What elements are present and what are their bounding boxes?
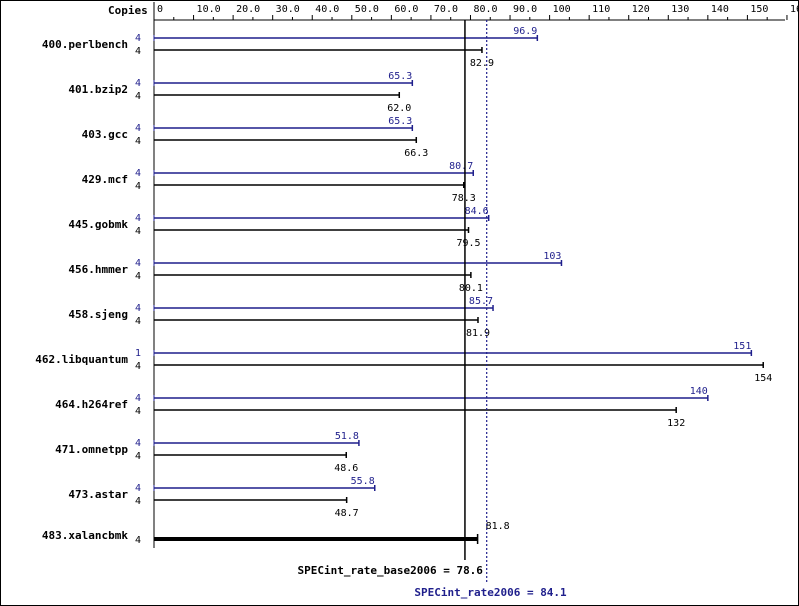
tick-label: 120 [632, 4, 650, 15]
base-value-label: 62.0 [387, 103, 411, 114]
base-copies: 4 [135, 226, 141, 237]
benchmark-row: 471.omnetpp 4 51.8 4 48.6 [55, 431, 360, 474]
benchmark-name: 473.astar [68, 488, 128, 501]
peak-value-label: 80.7 [449, 161, 473, 172]
benchmark-row: 429.mcf 4 80.7 4 78.3 [82, 161, 476, 204]
peak-copies: 4 [135, 213, 141, 224]
tick-label: 80.0 [473, 4, 497, 15]
peak-value-label: 96.9 [513, 26, 537, 37]
benchmark-row: 458.sjeng 4 85.7 4 81.9 [68, 296, 494, 339]
base-copies: 4 [135, 451, 141, 462]
base-copies: 4 [135, 136, 141, 147]
peak-copies: 4 [135, 303, 141, 314]
benchmark-name: 456.hmmer [68, 263, 128, 276]
peak-copies: 4 [135, 168, 141, 179]
peak-copies: 4 [135, 483, 141, 494]
base-value-label: 81.9 [466, 328, 490, 339]
peak-value-label: 140 [690, 386, 708, 397]
tick-label: 90.0 [513, 4, 537, 15]
base-copies: 4 [135, 316, 141, 327]
base-copies: 4 [135, 406, 141, 417]
benchmark-row: 473.astar 4 55.8 4 48.7 [68, 476, 376, 519]
axis-ticks: 0 10.0 20.0 30.0 40.0 50.0 60.0 70.0 80.0 90.0 100… [153, 4, 799, 20]
tick-label: 0 [157, 4, 163, 15]
base-value-label: 81.8 [486, 521, 510, 532]
base-copies: 4 [135, 271, 141, 282]
benchmark-name: 429.mcf [82, 173, 128, 186]
base-copies: 4 [135, 496, 141, 507]
benchmark-name: 445.gobmk [68, 218, 128, 231]
peak-summary-label: SPECint_rate2006 = 84.1 [414, 586, 567, 599]
peak-value-label: 151 [733, 341, 751, 352]
base-copies: 4 [135, 91, 141, 102]
peak-copies: 4 [135, 123, 141, 134]
peak-value-label: 84.6 [465, 206, 489, 217]
tick-label: 140 [711, 4, 729, 15]
peak-copies: 4 [135, 258, 141, 269]
tick-label: 30.0 [276, 4, 300, 15]
benchmark-name: 403.gcc [82, 128, 128, 141]
peak-value-label: 65.3 [388, 71, 412, 82]
benchmark-row: 456.hmmer 4 103 4 80.1 [68, 251, 563, 294]
peak-value-label: 51.8 [335, 431, 359, 442]
tick-label: 130 [671, 4, 689, 15]
benchmark-name: 464.h264ref [55, 398, 128, 411]
benchmark-name: 401.bzip2 [68, 83, 128, 96]
peak-value-label: 55.8 [351, 476, 375, 487]
reference-lines: SPECint_rate_base2006 = 78.6 SPECint_rate… [298, 20, 567, 599]
tick-label: 150 [750, 4, 768, 15]
tick-label: 40.0 [315, 4, 339, 15]
benchmark-name: 483.xalancbmk [42, 529, 128, 542]
tick-label: 160 [790, 4, 799, 15]
benchmark-row: 400.perlbench 4 96.9 4 82.9 [42, 26, 539, 69]
base-summary-label: SPECint_rate_base2006 = 78.6 [298, 564, 484, 577]
tick-label: 60.0 [394, 4, 418, 15]
base-value-label: 48.6 [334, 463, 358, 474]
base-copies: 4 [135, 181, 141, 192]
tick-label: 50.0 [355, 4, 379, 15]
benchmark-name: 458.sjeng [68, 308, 128, 321]
peak-copies: 4 [135, 78, 141, 89]
peak-value-label: 103 [543, 251, 561, 262]
benchmark-row: 462.libquantum 1 151 4 154 [35, 341, 772, 384]
tick-label: 70.0 [434, 4, 458, 15]
peak-value-label: 85.7 [469, 296, 493, 307]
base-copies: 4 [135, 535, 141, 546]
base-value-label: 132 [667, 418, 685, 429]
tick-label: 20.0 [236, 4, 260, 15]
tick-label: 100 [553, 4, 571, 15]
base-value-label: 80.1 [459, 283, 483, 294]
peak-value-label: 65.3 [388, 116, 412, 127]
base-value-label: 48.7 [335, 508, 359, 519]
benchmark-row: 483.xalancbmk 4 81.8 [42, 521, 510, 546]
base-value-label: 79.5 [456, 238, 480, 249]
axis-title: Copies [108, 4, 148, 17]
tick-label: 110 [592, 4, 610, 15]
benchmark-row: 445.gobmk 4 84.6 4 79.5 [68, 206, 490, 249]
benchmark-row: 403.gcc 4 65.3 4 66.3 [82, 116, 429, 159]
benchmark-row: 464.h264ref 4 140 4 132 [55, 386, 709, 429]
base-copies: 4 [135, 361, 141, 372]
peak-copies: 4 [135, 393, 141, 404]
benchmark-name: 462.libquantum [35, 353, 128, 366]
base-value-label: 66.3 [404, 148, 428, 159]
base-value-label: 78.3 [452, 193, 476, 204]
peak-copies: 1 [135, 348, 141, 359]
benchmark-name: 471.omnetpp [55, 443, 128, 456]
base-value-label: 154 [754, 373, 772, 384]
peak-copies: 4 [135, 438, 141, 449]
tick-label: 10.0 [197, 4, 221, 15]
benchmark-row: 401.bzip2 4 65.3 4 62.0 [68, 71, 414, 114]
peak-copies: 4 [135, 33, 141, 44]
base-copies: 4 [135, 46, 141, 57]
base-value-label: 82.9 [470, 58, 494, 69]
benchmark-name: 400.perlbench [42, 38, 128, 51]
